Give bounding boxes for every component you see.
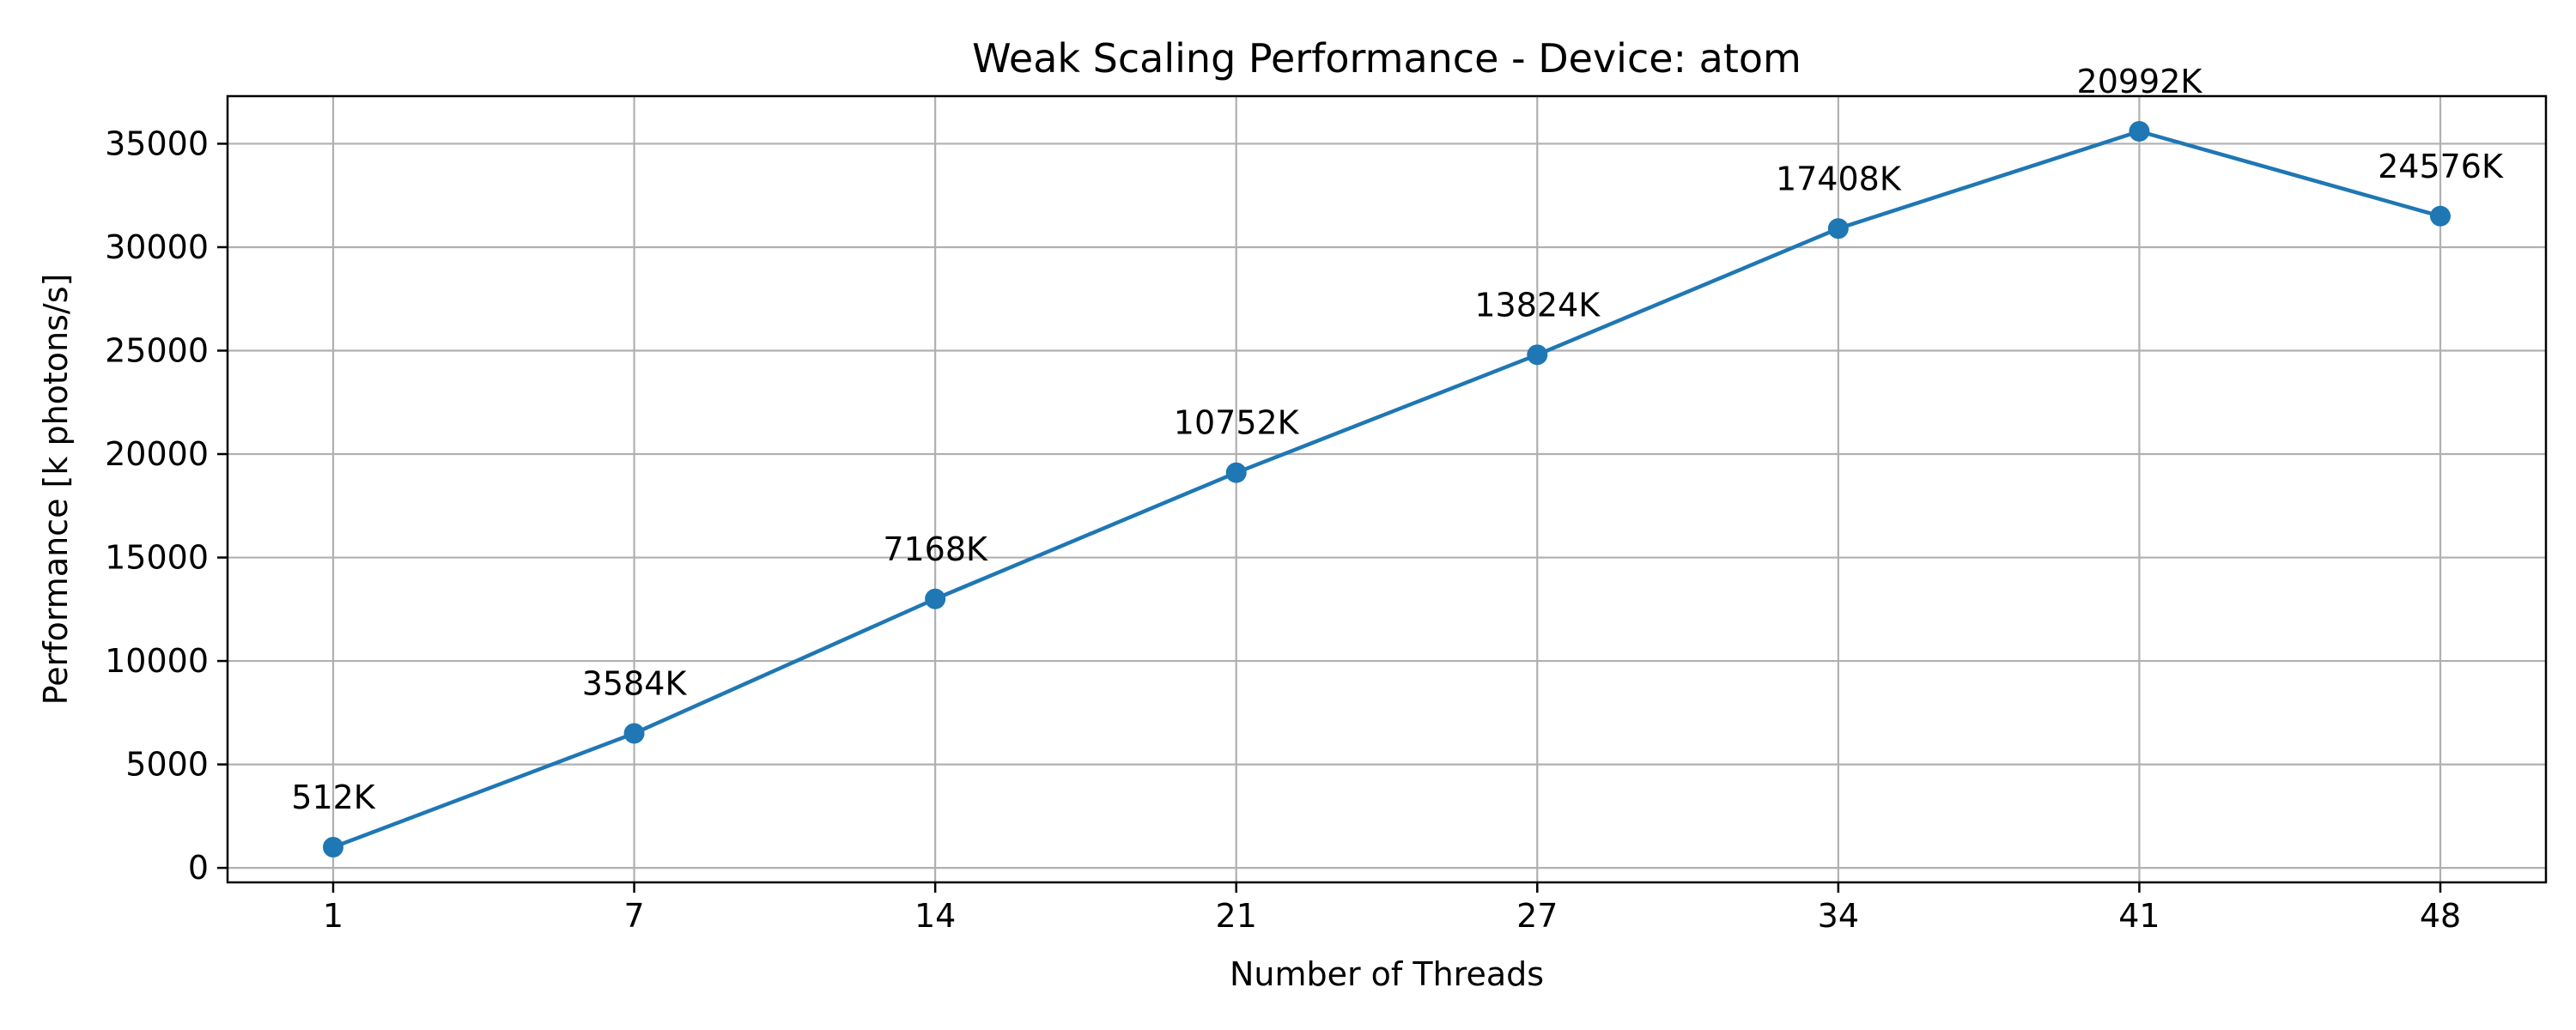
x-tick-label: 34 xyxy=(1818,897,1859,935)
y-tick-label: 5000 xyxy=(125,746,209,784)
data-point xyxy=(1827,218,1849,239)
data-label: 17408K xyxy=(1776,160,1902,197)
x-tick-label: 48 xyxy=(2420,897,2461,935)
data-label: 512K xyxy=(291,779,376,816)
x-tick-label: 41 xyxy=(2118,897,2160,935)
data-point xyxy=(1225,462,1247,483)
y-tick-label: 30000 xyxy=(105,228,209,266)
y-tick-label: 35000 xyxy=(105,124,209,162)
x-tick-label: 27 xyxy=(1516,897,1558,935)
series-layer xyxy=(323,120,2451,858)
x-axis-label: Number of Threads xyxy=(1230,955,1544,993)
series-line xyxy=(331,129,2443,850)
data-point xyxy=(323,837,343,858)
y-tick-label: 20000 xyxy=(105,435,209,473)
data-point xyxy=(2129,120,2150,142)
axis-ticks: 1 7 14 21 27 34 41 48 0 5000 10000 15000 20000 25000 3… xyxy=(105,124,2461,935)
data-point xyxy=(2430,205,2451,227)
grid xyxy=(228,96,2546,882)
data-point xyxy=(623,723,645,744)
chart-title: Weak Scaling Performance - Device: atom xyxy=(972,35,1801,82)
y-axis-label: Performance [k photons/s] xyxy=(37,274,75,706)
point-labels: 512K 3584K 7168K 10752K 13824K 17408K 20992K 24… xyxy=(291,63,2504,816)
x-tick-label: 7 xyxy=(623,897,644,935)
data-label: 24576K xyxy=(2378,148,2504,185)
y-tick-label: 10000 xyxy=(105,642,209,680)
y-tick-label: 25000 xyxy=(105,331,209,369)
data-label: 3584K xyxy=(582,664,688,702)
data-point xyxy=(1527,344,1548,366)
plot-area-frame xyxy=(226,94,2548,884)
y-tick-label: 15000 xyxy=(105,539,209,577)
x-tick-label: 1 xyxy=(323,897,343,935)
data-label: 13824K xyxy=(1474,286,1601,324)
x-tick-label: 14 xyxy=(914,897,956,935)
y-tick-label: 0 xyxy=(188,849,209,887)
data-label: 20992K xyxy=(2077,63,2203,100)
data-point xyxy=(925,588,946,609)
data-label: 7168K xyxy=(883,530,988,568)
data-label: 10752K xyxy=(1174,404,1300,442)
x-tick-label: 21 xyxy=(1216,897,1257,935)
